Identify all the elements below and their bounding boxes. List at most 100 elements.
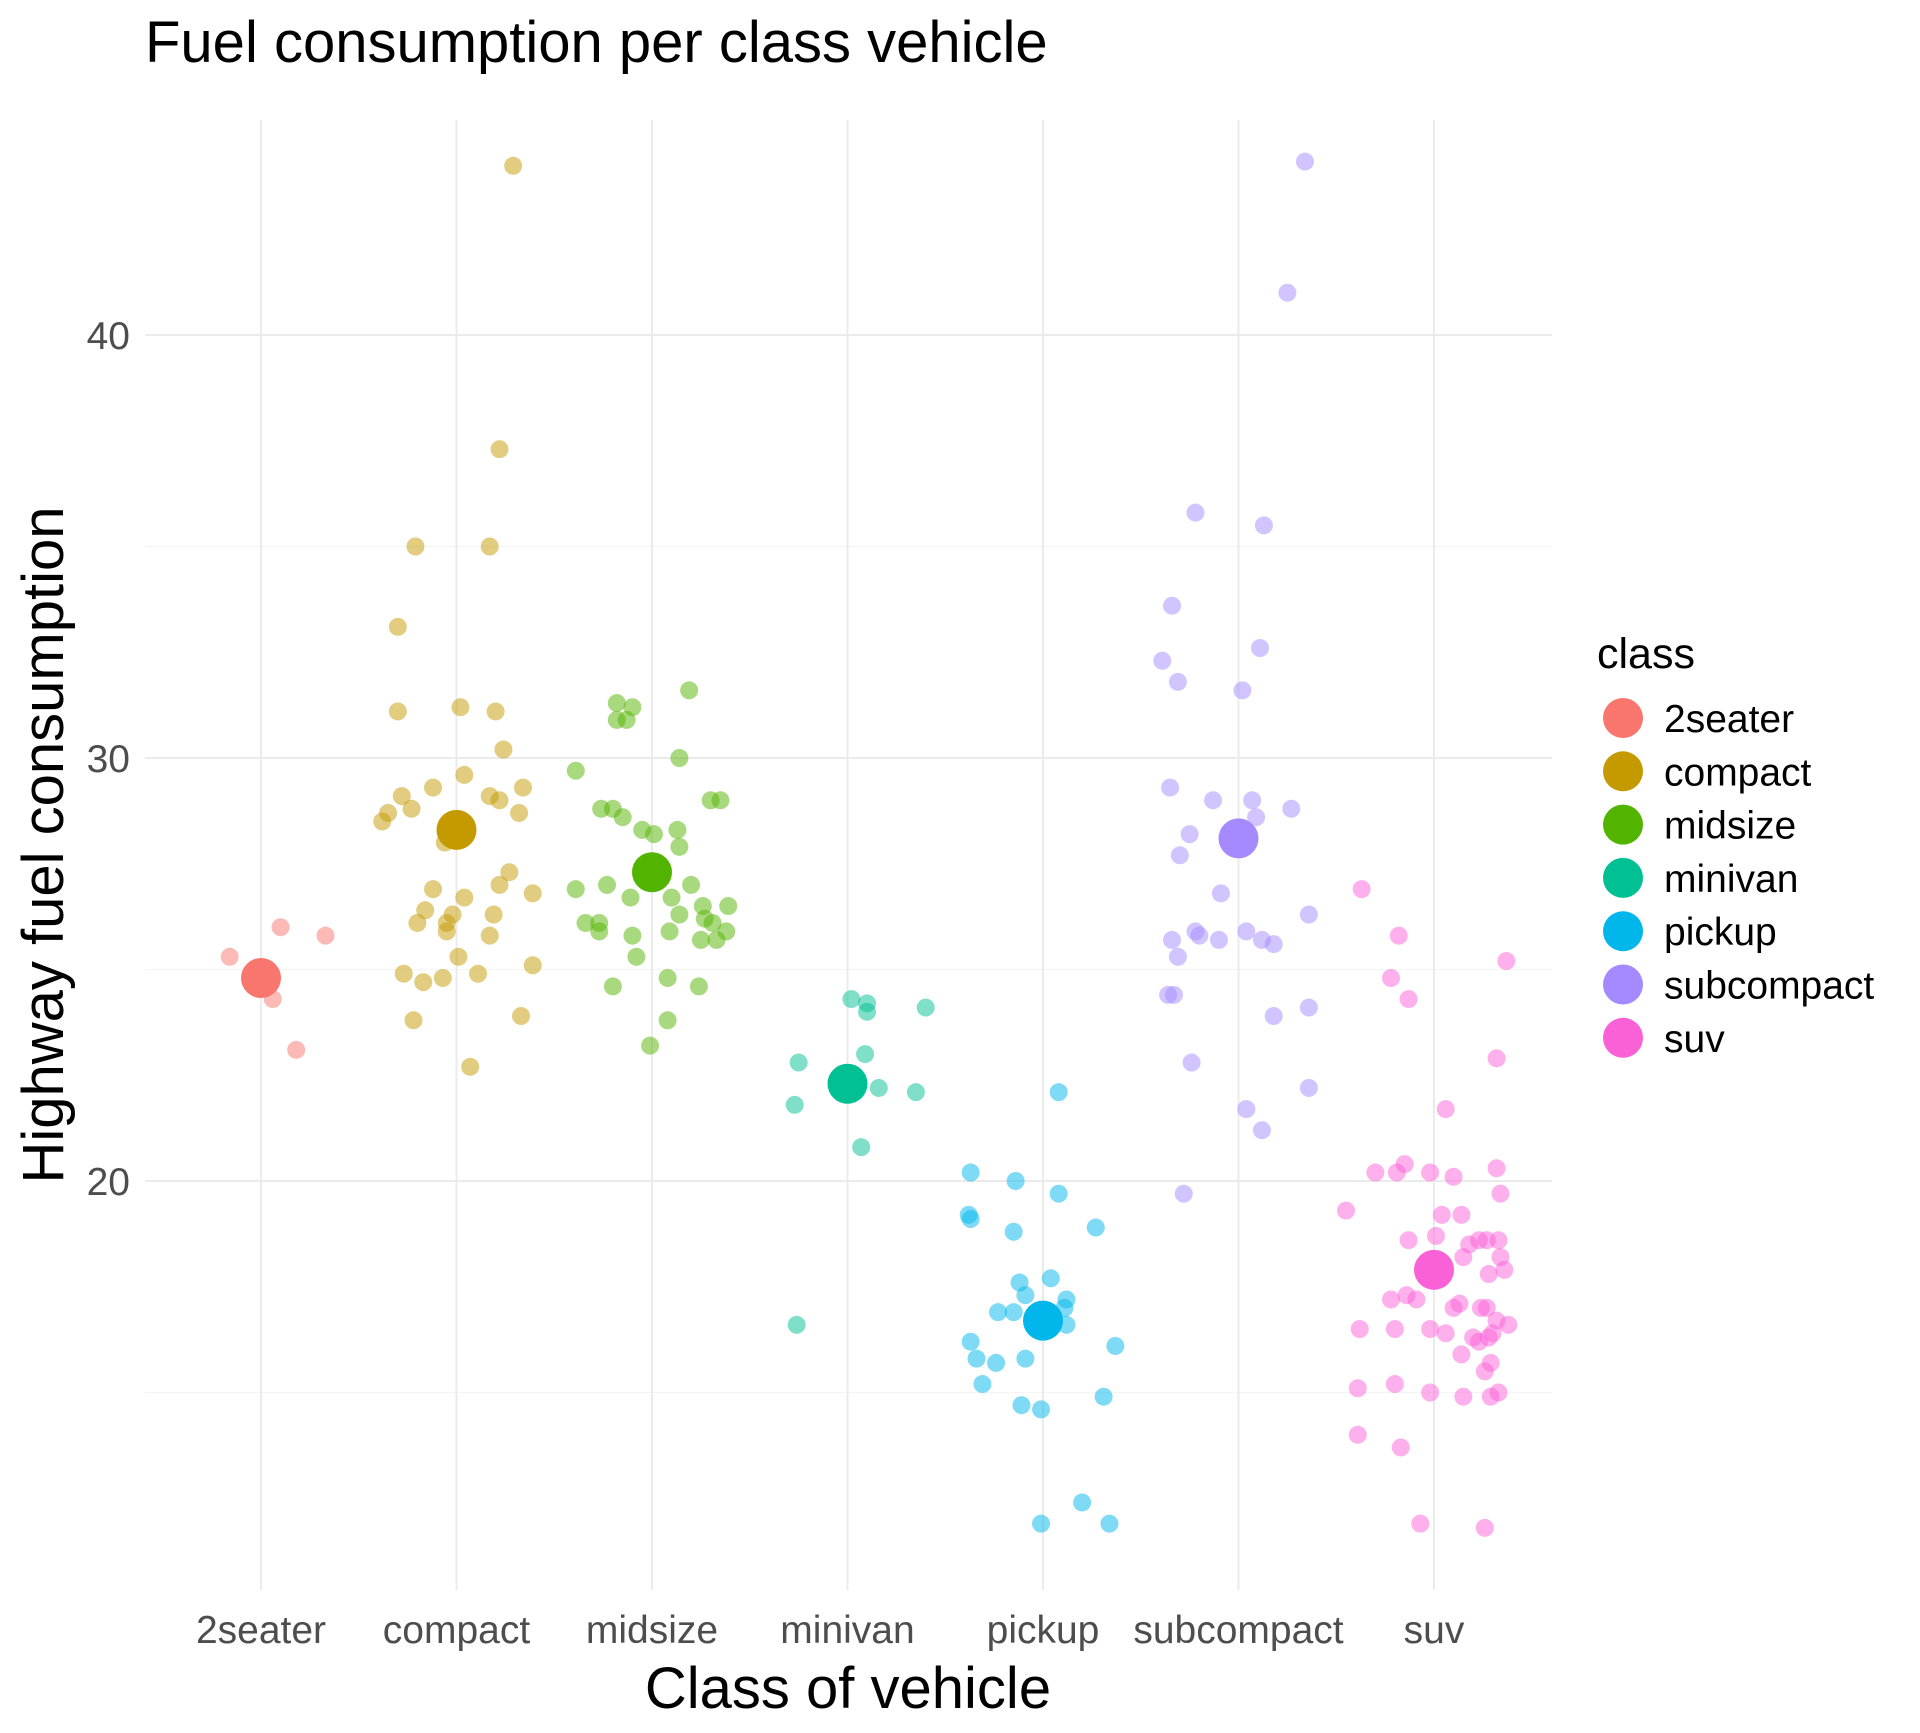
data-point-pickup [1106,1336,1125,1355]
data-points [220,152,1518,1537]
data-point-minivan [856,1045,875,1064]
legend-items: 2seater compact midsize minivan pickup subcom… [1603,698,1874,1061]
data-point-suv [1487,1049,1506,1068]
data-point-compact [504,156,523,175]
data-point-subcompact [1180,825,1199,844]
legend-label-compact: compact [1664,751,1812,794]
data-point-suv [1381,968,1400,987]
chart-title: Fuel consumption per class vehicle [145,10,1048,75]
grid-lines [145,120,1552,1590]
data-point-midsize [617,710,636,729]
data-point-subcompact [1251,639,1270,658]
x-tick-labels: 2seater compact midsize minivan pickup subcom… [196,1609,1465,1652]
data-point-midsize [682,875,701,894]
data-point-compact [392,787,411,806]
data-point-pickup [961,1163,980,1182]
legend-swatch-midsize [1603,804,1643,845]
data-point-minivan [906,1083,925,1102]
data-point-subcompact [1190,926,1209,945]
data-point-2seater [220,947,239,966]
data-point-suv [1497,952,1516,971]
data-point-midsize [680,681,699,700]
data-point-compact [469,964,488,983]
data-point-compact [451,698,470,717]
data-point-midsize [590,922,609,941]
data-point-pickup [1032,1514,1051,1533]
x-tick-label: 2seater [196,1609,326,1652]
data-point-pickup [1073,1493,1092,1512]
data-point-suv [1426,1226,1445,1245]
data-point-compact [513,778,532,797]
data-point-subcompact [1153,651,1172,670]
data-point-suv [1495,1260,1514,1279]
data-point-suv [1399,1231,1418,1250]
data-point-subcompact [1278,283,1297,302]
x-tick-label: subcompact [1133,1609,1343,1652]
data-point-minivan [916,998,935,1017]
data-point-suv [1499,1315,1518,1334]
x-tick-label: suv [1404,1609,1465,1652]
data-point-compact [480,926,499,945]
data-point-suv [1487,1159,1506,1178]
data-point-pickup [961,1332,980,1351]
x-tick-label: compact [383,1609,531,1652]
data-point-compact [455,888,474,907]
data-point-compact [490,875,509,894]
data-point-suv [1436,1324,1455,1343]
data-point-subcompact [1168,672,1187,691]
data-point-subcompact [1243,791,1262,810]
data-point-midsize [707,930,726,949]
data-point-2seater [316,926,335,945]
data-point-suv [1395,1155,1414,1174]
data-point-midsize [668,820,687,839]
data-point-pickup [1012,1396,1031,1415]
mean-point-minivan [827,1063,868,1104]
data-point-suv [1475,1362,1494,1381]
data-point-midsize [689,977,708,996]
x-tick-label: midsize [586,1609,718,1652]
data-point-subcompact [1186,503,1205,522]
data-point-minivan [842,990,861,1009]
mean-points [241,809,1454,1341]
data-point-suv [1421,1163,1440,1182]
data-point-pickup [1094,1387,1113,1406]
data-point-compact [490,440,509,459]
data-point-compact [373,812,392,831]
data-point-midsize [670,837,689,856]
data-point-pickup [1016,1349,1035,1368]
data-point-suv [1436,1100,1455,1119]
data-point-suv [1385,1320,1404,1339]
data-point-subcompact [1252,1121,1271,1140]
data-point-compact [500,863,519,882]
legend-title: class [1597,630,1695,678]
legend: class 2seater compact midsize minivan pickup… [1597,630,1874,1061]
data-point-suv [1348,1379,1367,1398]
data-point-minivan [787,1315,806,1334]
data-point-minivan [869,1078,888,1097]
y-tick-label: 20 [87,1161,130,1204]
data-point-midsize [603,977,622,996]
data-point-subcompact [1264,935,1283,954]
mean-point-pickup [1023,1300,1063,1341]
mean-point-compact [436,809,477,850]
data-point-compact [461,1057,480,1076]
data-point-minivan [858,1002,877,1021]
data-point-suv [1489,1231,1508,1250]
data-point-subcompact [1282,799,1301,818]
data-point-subcompact [1163,930,1182,949]
data-point-midsize [670,905,689,924]
data-point-midsize [719,897,738,916]
data-point-minivan [789,1053,808,1072]
data-point-minivan [785,1095,804,1114]
data-point-2seater [287,1040,306,1059]
data-point-midsize [566,761,585,780]
data-point-suv [1391,1438,1410,1457]
data-point-suv [1475,1518,1494,1537]
data-point-suv [1452,1345,1471,1364]
data-point-subcompact [1264,1007,1283,1026]
data-point-compact [388,702,407,721]
data-point-subcompact [1237,922,1256,941]
data-point-subcompact [1164,985,1183,1004]
data-point-midsize [623,926,642,945]
